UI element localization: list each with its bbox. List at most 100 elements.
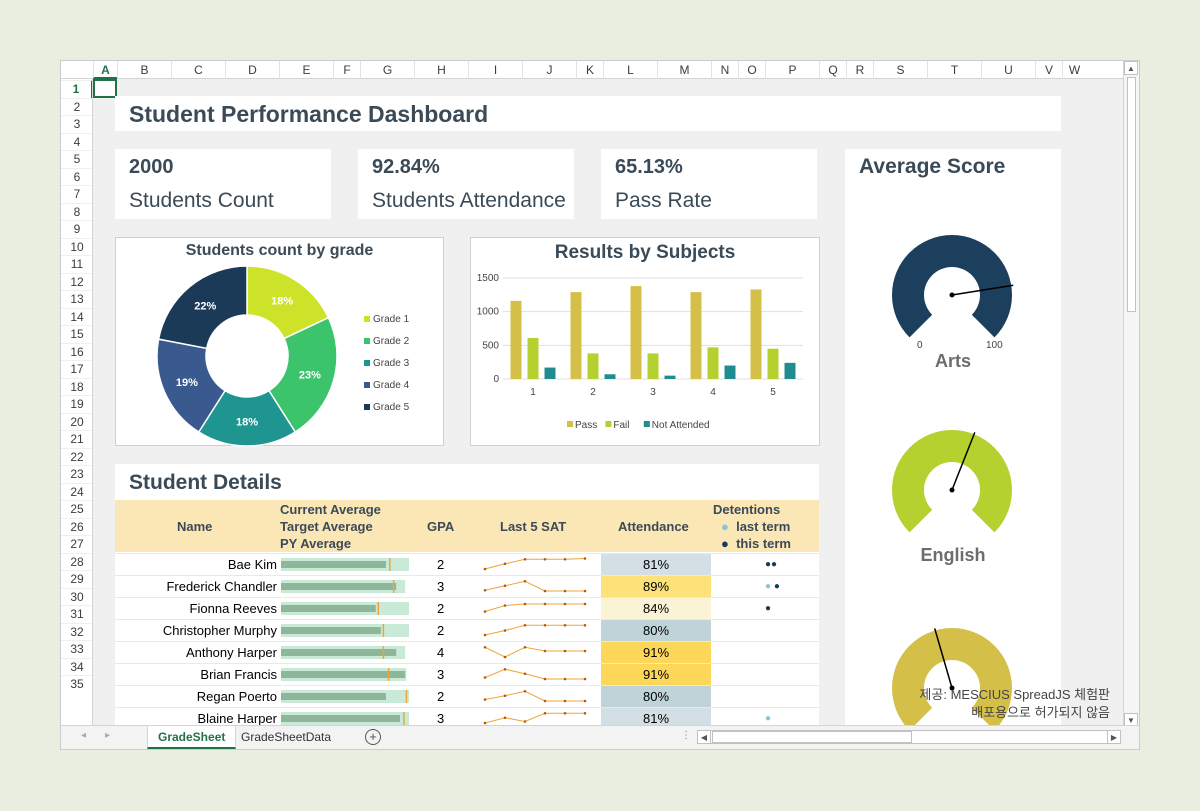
donut-slice-2[interactable]: [267, 316, 338, 434]
selected-cell-a1[interactable]: [93, 79, 117, 98]
row-header-12[interactable]: 12: [61, 272, 92, 291]
column-header-k[interactable]: K: [576, 61, 603, 79]
row-header-2[interactable]: 2: [61, 97, 92, 116]
column-header-a[interactable]: A: [93, 61, 117, 79]
row-header-11[interactable]: 11: [61, 255, 92, 273]
row-header-28[interactable]: 28: [61, 552, 92, 571]
bar-fail[interactable]: [647, 353, 659, 379]
column-header-d[interactable]: D: [225, 61, 279, 79]
bar-fail[interactable]: [767, 348, 779, 379]
donut-slice-5[interactable]: [157, 265, 248, 350]
row-header-27[interactable]: 27: [61, 535, 92, 553]
row-header-7[interactable]: 7: [61, 185, 92, 203]
tab-splitter-icon[interactable]: ⋮: [681, 730, 691, 741]
column-header-m[interactable]: M: [657, 61, 711, 79]
row-header-30[interactable]: 30: [61, 587, 92, 606]
row-header-19[interactable]: 19: [61, 395, 92, 413]
table-row[interactable]: Anthony Harper 4 91%: [115, 641, 819, 663]
column-header-p[interactable]: P: [765, 61, 819, 79]
column-header-j[interactable]: J: [522, 61, 576, 79]
row-header-14[interactable]: 14: [61, 307, 92, 326]
donut-chart-card[interactable]: Students count by grade 18% 23% 18% 19% 22% G…: [115, 237, 444, 447]
vertical-scroll-thumb[interactable]: [1127, 77, 1136, 312]
bar-not-attended[interactable]: [664, 375, 676, 379]
tab-gradesheetdata[interactable]: GradeSheetData: [241, 730, 332, 744]
row-header-24[interactable]: 24: [61, 482, 92, 501]
sheet-area[interactable]: Student Performance Dashboard 2000 Stude…: [93, 79, 1125, 727]
column-header-c[interactable]: C: [171, 61, 225, 79]
table-row[interactable]: Regan Poerto 2 80%: [115, 685, 819, 707]
prev-sheet-icon[interactable]: ◂: [81, 730, 87, 741]
bar-pass[interactable]: [570, 292, 582, 379]
vertical-scrollbar[interactable]: ▲ ▼: [1123, 61, 1139, 727]
row-header-35[interactable]: 35: [61, 675, 92, 693]
bar-not-attended[interactable]: [604, 374, 616, 379]
column-header-g[interactable]: G: [360, 61, 414, 79]
column-header-o[interactable]: O: [738, 61, 765, 79]
row-header-34[interactable]: 34: [61, 657, 92, 676]
row-header-21[interactable]: 21: [61, 430, 92, 448]
column-header-v[interactable]: V: [1035, 61, 1062, 79]
table-row[interactable]: Brian Francis 3 91%: [115, 663, 819, 685]
column-header-r[interactable]: R: [846, 61, 873, 79]
scroll-right-icon[interactable]: ▶: [1107, 730, 1121, 744]
row-header-10[interactable]: 10: [61, 237, 92, 256]
bar-pass[interactable]: [750, 289, 762, 379]
row-header-20[interactable]: 20: [61, 412, 92, 431]
row-header-4[interactable]: 4: [61, 132, 92, 151]
column-header-w[interactable]: W: [1062, 61, 1086, 79]
row-header-6[interactable]: 6: [61, 167, 92, 186]
row-header-26[interactable]: 26: [61, 517, 92, 536]
row-header-8[interactable]: 8: [61, 202, 92, 221]
row-header-17[interactable]: 17: [61, 360, 92, 378]
row-header-29[interactable]: 29: [61, 570, 92, 588]
add-sheet-icon[interactable]: +: [365, 729, 381, 745]
bar-fail[interactable]: [587, 353, 599, 379]
table-row[interactable]: Bae Kim 2 81% ●●: [115, 553, 819, 575]
row-header-23[interactable]: 23: [61, 465, 92, 483]
row-header-16[interactable]: 16: [61, 342, 92, 361]
column-header-s[interactable]: S: [873, 61, 927, 79]
row-header-32[interactable]: 32: [61, 622, 92, 641]
scroll-up-icon[interactable]: ▲: [1124, 61, 1138, 75]
row-header-22[interactable]: 22: [61, 447, 92, 466]
row-header-5[interactable]: 5: [61, 150, 92, 168]
bar-not-attended[interactable]: [784, 362, 796, 379]
horizontal-scroll-thumb[interactable]: [712, 731, 912, 743]
bar-chart-card[interactable]: Results by Subjects 0 500 1000 1500 1 2 3 4 5 Pas…: [470, 237, 820, 446]
tab-gradesheet[interactable]: GradeSheet: [147, 726, 237, 749]
column-header-b[interactable]: B: [117, 61, 171, 79]
row-header-3[interactable]: 3: [61, 115, 92, 133]
table-row[interactable]: Christopher Murphy 2 80%: [115, 619, 819, 641]
column-header-h[interactable]: H: [414, 61, 468, 79]
bar-pass[interactable]: [510, 300, 522, 379]
row-header-15[interactable]: 15: [61, 325, 92, 343]
column-header-i[interactable]: I: [468, 61, 522, 79]
row-header-31[interactable]: 31: [61, 605, 92, 623]
column-header-q[interactable]: Q: [819, 61, 846, 79]
table-row[interactable]: Fionna Reeves 2 84% ●: [115, 597, 819, 619]
scroll-left-icon[interactable]: ◀: [697, 730, 711, 744]
horizontal-scrollbar[interactable]: ◀ ▶: [697, 730, 1121, 744]
row-header-18[interactable]: 18: [61, 377, 92, 396]
bar-fail[interactable]: [707, 347, 719, 379]
next-sheet-icon[interactable]: ▸: [105, 730, 111, 741]
table-row[interactable]: Blaine Harper 3 81% ●: [115, 707, 819, 727]
row-header-13[interactable]: 13: [61, 290, 92, 308]
column-header-t[interactable]: T: [927, 61, 981, 79]
bar-not-attended[interactable]: [724, 365, 736, 379]
bar-pass[interactable]: [630, 286, 642, 379]
column-header-u[interactable]: U: [981, 61, 1035, 79]
row-header-25[interactable]: 25: [61, 500, 92, 518]
column-header-n[interactable]: N: [711, 61, 738, 79]
bar-pass[interactable]: [690, 292, 702, 379]
column-header-f[interactable]: F: [333, 61, 360, 79]
bar-fail[interactable]: [527, 337, 539, 379]
bar-not-attended[interactable]: [544, 367, 556, 379]
row-header-1[interactable]: 1: [61, 80, 92, 98]
row-header-33[interactable]: 33: [61, 640, 92, 658]
row-header-9[interactable]: 9: [61, 220, 92, 238]
table-row[interactable]: Frederick Chandler 3 89% ● ●: [115, 575, 819, 597]
column-header-l[interactable]: L: [603, 61, 657, 79]
column-header-e[interactable]: E: [279, 61, 333, 79]
